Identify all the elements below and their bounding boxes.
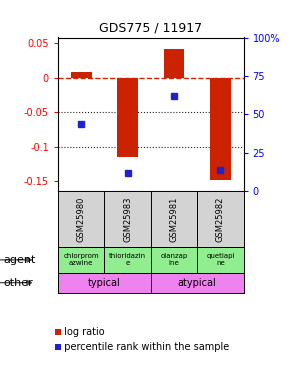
Text: chlorprom
azwine: chlorprom azwine [64,254,99,266]
Text: percentile rank within the sample: percentile rank within the sample [58,342,229,352]
Bar [71,72,92,78]
Bar [197,247,244,273]
Text: other: other [3,278,33,288]
Text: olanzap
ine: olanzap ine [160,254,188,266]
Text: GSM25983: GSM25983 [123,196,132,242]
Text: typical: typical [88,278,121,288]
Text: GSM25980: GSM25980 [77,196,86,242]
Text: quetiapi
ne: quetiapi ne [206,254,235,266]
Bar [164,48,184,78]
Text: thioridazin
e: thioridazin e [109,254,146,266]
Bar [104,247,151,273]
Title: GDS775 / 11917: GDS775 / 11917 [99,22,202,35]
Text: log ratio: log ratio [58,327,105,337]
Bar [58,247,104,273]
Text: GSM25981: GSM25981 [169,196,179,242]
Bar [151,247,197,273]
Text: agent: agent [3,255,35,265]
Bar [151,273,244,292]
Text: GSM25982: GSM25982 [216,196,225,242]
Bar [210,78,231,180]
Bar [58,273,151,292]
Text: atypical: atypical [178,278,217,288]
Bar [117,78,138,157]
